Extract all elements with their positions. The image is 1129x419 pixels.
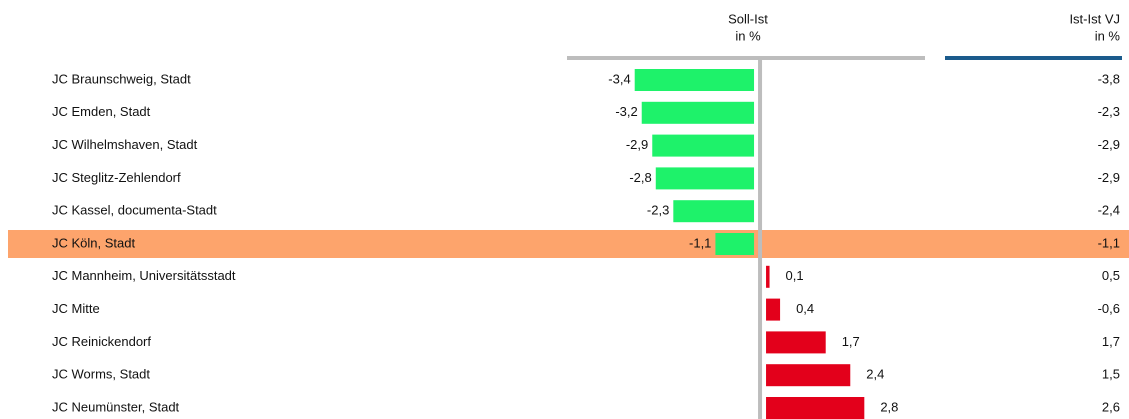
- value-label: -2,3: [1098, 104, 1120, 119]
- value-label: 2,8: [880, 399, 898, 414]
- category-label: JC Reinickendorf: [52, 334, 151, 349]
- header-rule: [945, 56, 1122, 60]
- value-label: -3,2: [615, 104, 637, 119]
- highlight-row: [8, 230, 1129, 258]
- bar: [634, 69, 755, 91]
- value-label: -1,1: [1098, 235, 1120, 250]
- header-rule: [567, 56, 925, 60]
- bar: [641, 101, 755, 124]
- value-label: 2,6: [1102, 399, 1120, 414]
- bar: [652, 134, 755, 157]
- bar: [766, 265, 770, 288]
- value-label: 2,4: [866, 367, 884, 382]
- bar: [715, 233, 755, 255]
- value-label: 1,5: [1102, 367, 1120, 382]
- category-label: JC Wilhelmshaven, Stadt: [52, 137, 198, 152]
- value-label: -3,8: [1098, 71, 1120, 86]
- value-label: -2,9: [626, 137, 648, 152]
- category-label: JC Emden, Stadt: [52, 104, 151, 119]
- column-header: Soll-Ist: [728, 11, 768, 26]
- bar: [655, 167, 755, 190]
- category-label: JC Köln, Stadt: [52, 235, 135, 250]
- bar: [766, 331, 826, 354]
- value-label: -2,3: [647, 203, 669, 218]
- value-label: 0,1: [786, 268, 804, 283]
- value-label: 0,4: [796, 301, 814, 316]
- column-header: Ist-Ist VJ: [1069, 11, 1120, 26]
- value-label: -0,6: [1098, 301, 1120, 316]
- category-label: JC Mannheim, Universitätsstadt: [52, 268, 236, 283]
- value-label: -3,4: [608, 71, 630, 86]
- category-label: JC Neumünster, Stadt: [52, 399, 180, 414]
- value-label: 0,5: [1102, 268, 1120, 283]
- category-label: JC Worms, Stadt: [52, 367, 150, 382]
- value-label: -2,9: [1098, 137, 1120, 152]
- value-label: -2,4: [1098, 203, 1120, 218]
- bar: [673, 200, 755, 223]
- value-label: -2,9: [1098, 170, 1120, 185]
- bar: [766, 364, 851, 387]
- bar: [766, 397, 865, 419]
- value-label: 1,7: [1102, 334, 1120, 349]
- category-label: JC Steglitz-Zehlendorf: [52, 170, 181, 185]
- column-header: in %: [735, 28, 761, 43]
- bar: [766, 298, 781, 321]
- value-label: -1,1: [689, 235, 711, 250]
- value-label: 1,7: [842, 334, 860, 349]
- category-label: JC Mitte: [52, 301, 100, 316]
- column-header: in %: [1095, 28, 1121, 43]
- category-label: JC Braunschweig, Stadt: [52, 71, 191, 86]
- zero-line: [758, 58, 763, 419]
- value-label: -2,8: [629, 170, 651, 185]
- category-label: JC Kassel, documenta-Stadt: [52, 203, 217, 218]
